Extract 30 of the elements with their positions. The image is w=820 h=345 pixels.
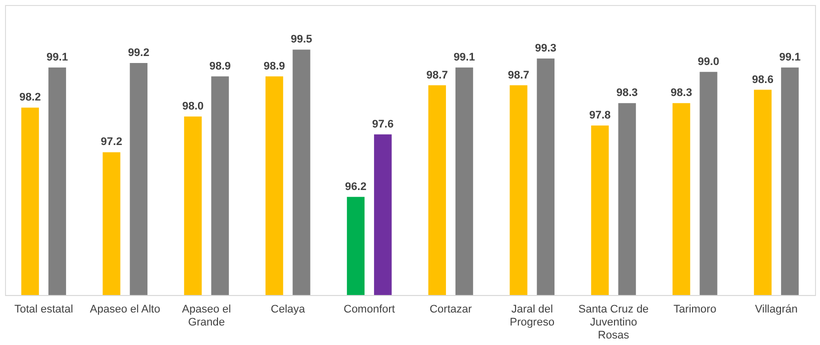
x-tick-label: Apaseo el Grande <box>182 304 231 328</box>
data-label: 98.9 <box>264 60 286 72</box>
data-label: 98.9 <box>209 60 231 72</box>
x-tick-label: Comonfort <box>344 304 395 316</box>
data-label: 98.0 <box>182 100 204 113</box>
data-label: 99.1 <box>779 51 801 64</box>
data-label: 99.1 <box>454 51 475 64</box>
x-tick-label: Jaral del Progreso <box>510 304 554 328</box>
data-label: 96.2 <box>345 180 366 193</box>
x-tick-label: Total estatal <box>14 304 74 316</box>
x-tick-label: Apaseo el Alto <box>90 304 160 316</box>
x-tick-label: Tarimoro <box>674 304 716 316</box>
data-label: 97.2 <box>100 136 122 148</box>
x-tick-label: Santa Cruz de Juventino Rosas <box>578 304 649 342</box>
data-label: 99.1 <box>46 51 68 64</box>
x-tick-label: Cortazar <box>430 304 472 316</box>
data-label: 98.2 <box>19 92 41 104</box>
data-label: 98.3 <box>616 87 638 100</box>
x-tick-label: Villagrán <box>755 304 798 316</box>
data-label: 99.3 <box>534 42 556 55</box>
data-label: 98.6 <box>752 74 774 86</box>
data-label: 98.7 <box>426 69 448 82</box>
x-tick-label: Celaya <box>270 304 306 316</box>
data-label: 99.5 <box>290 34 312 46</box>
data-label: 97.6 <box>372 118 394 130</box>
data-label: 98.3 <box>670 87 692 100</box>
data-label: 99.0 <box>698 56 720 68</box>
data-label: 99.2 <box>128 47 150 59</box>
data-label: 97.8 <box>589 109 611 122</box>
data-label: 98.7 <box>508 69 530 82</box>
